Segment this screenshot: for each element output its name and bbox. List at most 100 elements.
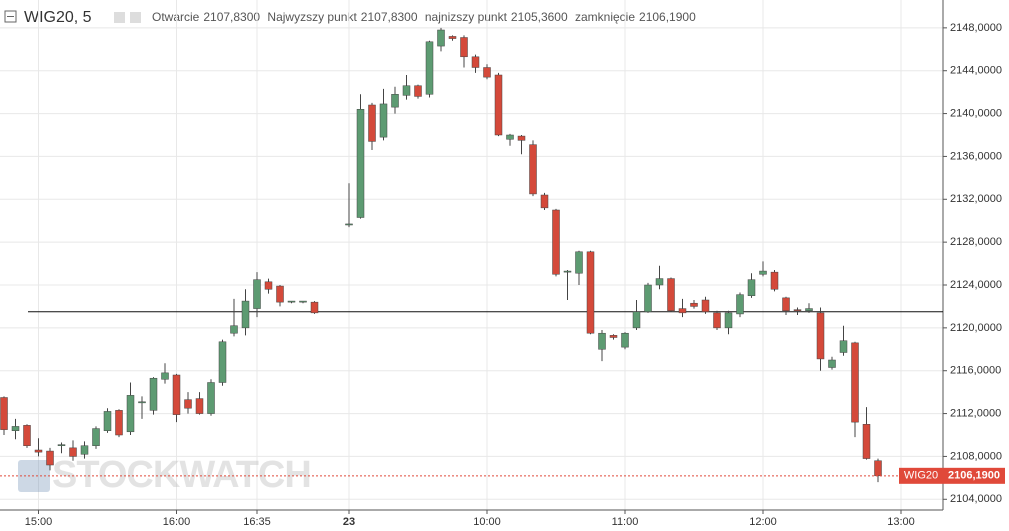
info-name: zamknięcie: [575, 10, 635, 24]
candle-body: [0, 397, 8, 430]
candle-body: [138, 401, 146, 404]
candle-body: [264, 281, 273, 290]
candle-body: [713, 312, 721, 329]
candle-body: [471, 56, 480, 68]
candle-body: [402, 85, 411, 96]
candle-body: [759, 270, 767, 275]
candle-body: [46, 450, 54, 466]
candle-body: [253, 279, 261, 309]
candle-body: [57, 444, 66, 446]
y-tick-label: 2128,0000: [950, 236, 1002, 248]
watermark: STOCKWATCH: [52, 454, 311, 496]
candle-body: [379, 103, 388, 138]
y-tick-label: 2112,0000: [950, 407, 1001, 419]
y-tick-label: 2144,0000: [950, 65, 1002, 77]
candle-body: [69, 447, 77, 457]
candle-body: [851, 342, 859, 423]
candle-body: [310, 301, 319, 314]
candle-body: [207, 382, 215, 414]
candle-body: [563, 270, 572, 273]
info-value: 2107,8300: [203, 10, 260, 24]
candle-body: [770, 271, 779, 290]
candle-body: [287, 300, 296, 303]
candle-body: [241, 300, 250, 329]
candle-body: [506, 134, 514, 140]
candle-body: [161, 372, 169, 380]
candle-body: [609, 335, 618, 338]
candle-body: [724, 312, 733, 329]
candle-body: [34, 449, 43, 453]
candle-body: [195, 398, 204, 414]
candle-body: [575, 251, 583, 274]
candle-body: [218, 341, 227, 383]
info-value: 2105,3600: [511, 10, 568, 24]
candle-body: [276, 285, 284, 303]
candle-body: [184, 399, 192, 409]
candle-body: [345, 223, 353, 226]
last-price-tag: [899, 467, 943, 484]
y-tick-label: 2136,0000: [950, 150, 1002, 162]
candle-body: [103, 411, 112, 431]
settings-icon[interactable]: [114, 12, 125, 23]
ohlc-info: Otwarcie 2107,8300 Najwyzszy punkt 2107,83…: [152, 10, 696, 24]
x-tick-label: 10:00: [473, 516, 501, 528]
candle-body: [115, 410, 123, 436]
candle-body: [448, 36, 457, 39]
info-name: Otwarcie: [152, 10, 200, 24]
candle-body: [598, 332, 606, 350]
y-tick-label: 2140,0000: [950, 107, 1002, 119]
candle-body: [632, 311, 641, 329]
candle-body: [678, 308, 687, 314]
x-tick-label: 15:00: [25, 516, 53, 528]
y-tick-label: 2148,0000: [950, 22, 1002, 34]
candle-body: [391, 94, 399, 108]
candle-body: [793, 309, 802, 311]
y-tick-label: 2108,0000: [950, 450, 1002, 462]
candle-body: [92, 428, 100, 446]
candle-body: [816, 312, 825, 360]
y-tick-label: 2104,0000: [950, 493, 1002, 505]
x-tick-label: 16:00: [163, 516, 191, 528]
candle-body: [874, 460, 882, 477]
y-tick-label: 2120,0000: [950, 322, 1002, 334]
candle-body: [437, 29, 445, 47]
candle-body: [299, 300, 307, 303]
x-tick-label: 13:00: [887, 516, 915, 528]
y-tick-label: 2132,0000: [950, 193, 1002, 205]
menu-icon[interactable]: [4, 10, 17, 23]
info-value: 2106,1900: [639, 10, 696, 24]
candle-body: [644, 284, 652, 313]
candle-body: [483, 67, 491, 78]
chart-title: WIG20, 5: [24, 9, 92, 26]
info-value: 2107,8300: [361, 10, 418, 24]
y-tick-label: 2124,0000: [950, 279, 1002, 291]
candle-body: [494, 74, 503, 136]
info-name: najnizszy punkt: [425, 10, 508, 24]
candle-body: [540, 194, 549, 209]
x-tick-label: 12:00: [749, 516, 777, 528]
candle-body: [747, 279, 756, 296]
candle-body: [11, 426, 20, 431]
x-tick-label: 16:35: [243, 516, 271, 528]
candle-body: [621, 332, 629, 348]
candle-body: [172, 374, 181, 415]
candle-body: [805, 308, 813, 311]
candle-body: [667, 278, 675, 311]
last-price-label: 2106,1900: [948, 470, 1000, 482]
candle-body: [80, 445, 89, 455]
candle-body: [690, 302, 698, 307]
candle-body: [356, 109, 365, 218]
x-tick-label: 11:00: [612, 516, 639, 528]
last-price-name: WIG20: [904, 470, 938, 482]
candle-body: [586, 251, 595, 334]
candle-body: [839, 340, 848, 353]
ohlc-text: Otwarcie 2107,8300 Najwyzszy punkt 2107,83…: [152, 10, 696, 24]
candle-body: [230, 325, 238, 334]
settings-icon[interactable]: [130, 12, 141, 23]
candle-body: [149, 377, 158, 411]
candle-body: [529, 144, 537, 195]
candle-body: [736, 294, 744, 315]
candle-body: [368, 104, 376, 142]
candle-body: [828, 359, 836, 368]
